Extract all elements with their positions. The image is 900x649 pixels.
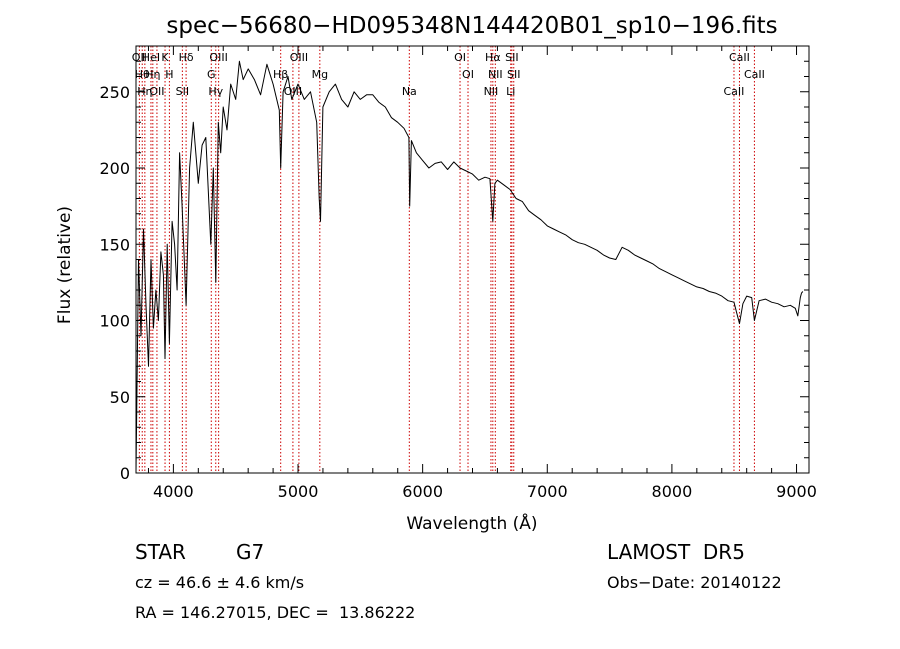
spectral-line-label: OI: [454, 51, 466, 64]
spectral-line-label: OIII: [290, 51, 308, 64]
spectral-line-label: HeI: [142, 51, 160, 64]
spectrum-line: [135, 60, 804, 474]
spectral-line-label: Mg: [312, 68, 328, 81]
spectral-line-label: Hγ: [208, 85, 223, 98]
spectral-line-label: SII: [507, 68, 520, 81]
spectral-line-labels: OIIHθHηHeIHηOIIKHSIIHδGHγOIIIHβOIIIOIIIM…: [132, 51, 765, 98]
spectral-line-label: CaII: [724, 85, 745, 98]
spectral-line-label: Hα: [485, 51, 501, 64]
spectral-line-label: NII: [488, 68, 503, 81]
x-tick-label: 6000: [402, 482, 443, 501]
spectral-line-label: OIII: [284, 85, 302, 98]
spectral-line-label: SII: [505, 51, 518, 64]
y-tick-label: 250: [99, 83, 130, 102]
spectral-line-label: G: [207, 68, 216, 81]
coordinates: RA = 146.27015, DEC = 13.86222: [135, 603, 416, 622]
spectral-line-markers: [138, 46, 755, 473]
spectral-line-label: OII: [149, 85, 164, 98]
spectral-line-label: CaII: [744, 68, 765, 81]
spectral-line-label: SII: [176, 85, 189, 98]
spectral-line-label: K: [161, 51, 169, 64]
y-axis: 0 50 100 150 200 250: [99, 45, 809, 483]
x-tick-label: 8000: [652, 482, 693, 501]
spectral-line-label: OIII: [209, 51, 227, 64]
spectral-line-label: Hδ: [179, 51, 194, 64]
observation-date: Obs−Date: 20140122: [607, 573, 782, 592]
plot-frame: [135, 45, 810, 474]
y-tick-label: 50: [110, 388, 130, 407]
x-tick-label: 5000: [278, 482, 319, 501]
spectral-line-label: Hη: [145, 68, 160, 81]
survey-release: LAMOST DR5: [607, 540, 745, 564]
redshift-velocity: cz = 46.6 ± 4.6 km/s: [135, 573, 305, 592]
spectral-line-label: Li: [506, 85, 515, 98]
y-tick-label: 100: [99, 312, 130, 331]
spectral-line-label: OI: [462, 68, 474, 81]
spectral-line-label: Hβ: [273, 68, 288, 81]
x-axis: 4000 5000 6000 7000 8000 9000: [147, 46, 817, 501]
spectral-line-label: CaII: [729, 51, 750, 64]
object-class: STAR: [135, 540, 186, 564]
x-tick-label: 7000: [527, 482, 568, 501]
x-tick-label: 4000: [153, 482, 194, 501]
chart-title: spec−56680−HD095348N144420B01_sp10−196.f…: [166, 13, 777, 39]
spectral-line-label: H: [165, 68, 173, 81]
spectral-line-label: Na: [402, 85, 417, 98]
y-axis-label: Flux (relative): [55, 206, 75, 324]
y-tick-label: 200: [99, 159, 130, 178]
y-tick-label: 150: [99, 235, 130, 254]
spectral-line-label: NII: [484, 85, 499, 98]
y-tick-label: 0: [120, 464, 130, 483]
object-subclass: G7: [236, 540, 265, 564]
spectral-line-label: Hθ: [135, 68, 150, 81]
x-axis-label: Wavelength (Å): [406, 512, 537, 534]
x-tick-label: 9000: [776, 482, 817, 501]
